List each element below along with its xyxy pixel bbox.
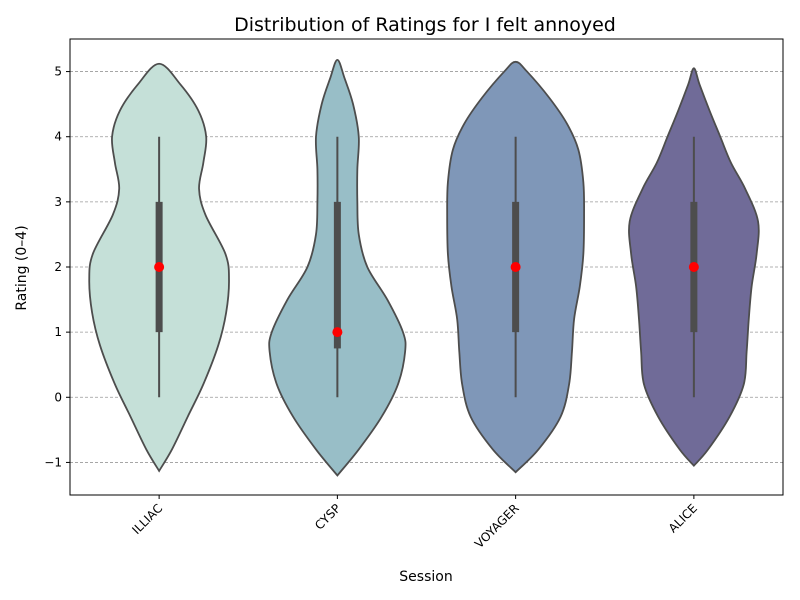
y-axis-label: Rating (0–4)	[14, 225, 30, 310]
x-tick-label: ILLIAC	[129, 501, 165, 537]
x-tick-label: CYSP	[312, 501, 343, 532]
y-tick-label: 3	[54, 195, 62, 209]
y-tick-label: 1	[54, 325, 62, 339]
violin-illiac	[88, 62, 230, 473]
y-tick-label: 4	[54, 130, 62, 144]
median-point	[688, 262, 699, 272]
violin-cysp	[268, 58, 407, 477]
y-tick-label: 2	[54, 260, 62, 274]
median-point	[332, 327, 343, 338]
violin-alice	[628, 67, 760, 468]
x-tick-label: ALICE	[666, 501, 700, 535]
x-axis-label: Session	[399, 569, 452, 585]
median-point	[510, 262, 521, 272]
chart-title: Distribution of Ratings for I felt annoy…	[234, 14, 616, 36]
x-axis: ILLIAC CYSP VOYAGER ALICE	[129, 495, 700, 551]
y-axis: −1 0 1 2 3 4 5	[44, 65, 70, 469]
violins	[88, 58, 760, 477]
y-tick-label: −1	[44, 455, 62, 469]
median-point	[154, 262, 165, 272]
violin-iqr-box	[333, 201, 341, 349]
y-tick-label: 5	[54, 65, 62, 79]
grid-lines	[70, 71, 783, 463]
violin-voyager	[446, 60, 585, 474]
y-tick-label: 0	[54, 390, 62, 404]
x-tick-label: VOYAGER	[472, 501, 522, 551]
